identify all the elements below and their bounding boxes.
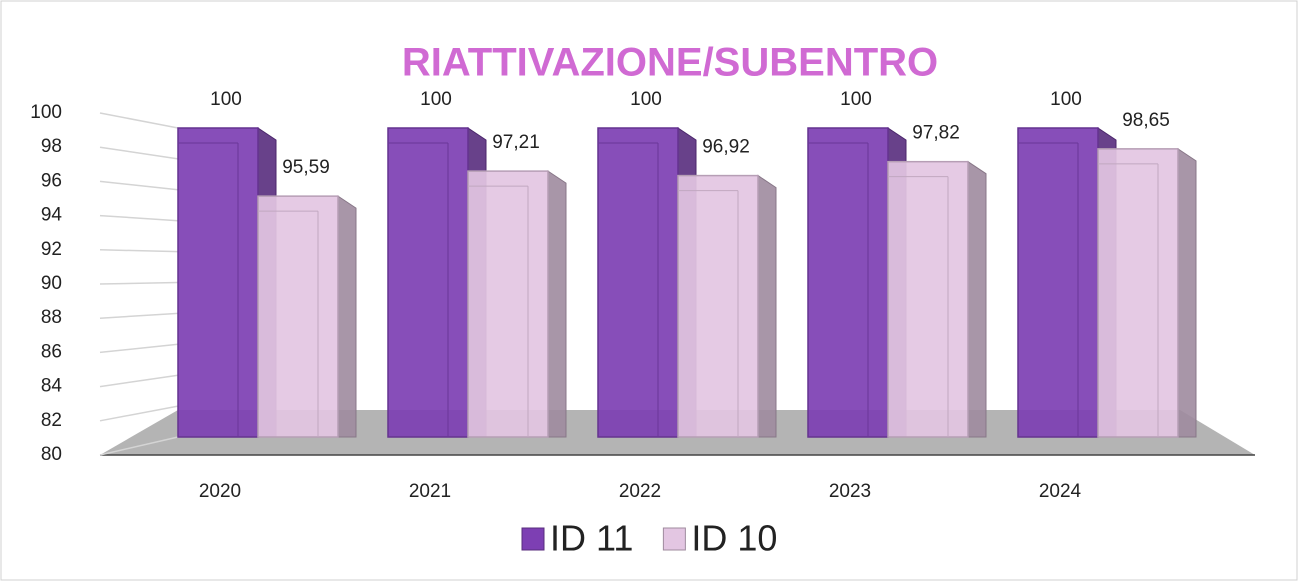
bar [1017,127,1099,438]
y-tick-label: 90 [41,273,62,294]
bar-side [967,160,987,438]
bar-side [337,195,357,438]
bar-side [757,174,777,438]
bar [257,195,339,438]
legend-label: ID 11 [550,518,633,559]
grid-line [99,146,179,160]
legend-label: ID 10 [691,518,777,559]
bar [597,127,679,438]
bar [887,160,969,438]
x-tick-label: 2022 [619,481,661,502]
bar-side [547,170,567,438]
x-tick-label: 2023 [829,481,871,502]
bar [677,174,759,438]
y-tick-label: 96 [41,170,62,191]
x-tick-label: 2021 [409,481,451,502]
y-tick-label: 84 [41,376,63,397]
y-tick-label: 80 [41,444,62,465]
grid-line [99,249,179,253]
grid-line [99,312,179,319]
grid-line [99,214,179,222]
x-tick-label: 2024 [1039,481,1082,502]
data-label: 100 [630,89,662,110]
data-label: 100 [210,89,242,110]
grid-line [99,374,179,388]
y-tick-label: 92 [41,239,62,260]
bar [387,127,469,438]
grid-line [99,180,179,191]
bar [467,170,549,438]
data-label: 100 [420,89,452,110]
chart-title: RIATTIVAZIONE/SUBENTRO [402,41,938,85]
bar [177,127,259,438]
grid-line [99,112,179,129]
y-tick-label: 86 [41,341,62,362]
y-tick-label: 88 [41,307,62,328]
y-tick-label: 98 [41,136,62,157]
data-label: 98,65 [1122,110,1170,131]
grid-line [99,436,179,456]
bar [807,127,889,438]
data-label: 95,59 [282,157,330,178]
data-label: 96,92 [702,137,750,158]
y-tick-label: 100 [30,102,62,123]
bar [1097,148,1179,438]
data-label: 100 [840,89,872,110]
y-tick-label: 82 [41,410,62,431]
legend-swatch [662,527,686,551]
grid-line [99,281,179,285]
x-tick-label: 2020 [199,481,241,502]
legend-swatch [521,527,545,551]
data-label: 97,21 [492,132,540,153]
grid-line [99,405,179,422]
data-label: 97,82 [912,123,960,144]
data-label: 100 [1050,89,1082,110]
y-tick-label: 94 [41,205,63,226]
grid-line [99,343,179,354]
bar-side [1177,147,1197,438]
